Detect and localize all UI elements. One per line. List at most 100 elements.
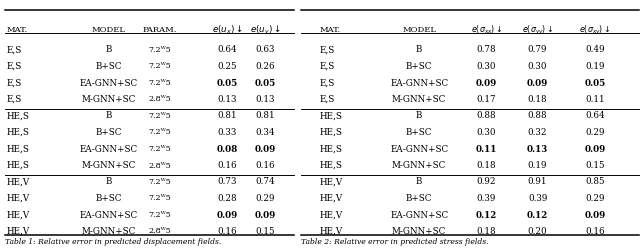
Text: 0.33: 0.33 <box>218 128 237 137</box>
Text: 0.30: 0.30 <box>528 62 547 71</box>
Text: 0.64: 0.64 <box>586 112 605 120</box>
Text: 0.73: 0.73 <box>218 178 237 186</box>
Text: EA-GNN+SC: EA-GNN+SC <box>390 78 449 88</box>
Text: 7.2ᵂ5: 7.2ᵂ5 <box>148 79 172 87</box>
Text: 0.09: 0.09 <box>255 144 276 154</box>
Text: 0.08: 0.08 <box>216 144 238 154</box>
Text: 2.8ᵂ5: 2.8ᵂ5 <box>148 228 172 235</box>
Text: B: B <box>106 178 112 186</box>
Text: HE,S: HE,S <box>6 112 29 120</box>
Text: HE,S: HE,S <box>320 144 343 154</box>
Text: HE,S: HE,S <box>320 161 343 170</box>
Text: PARAM.: PARAM. <box>143 26 177 34</box>
Text: E,S: E,S <box>320 95 335 104</box>
Text: 0.85: 0.85 <box>586 178 605 186</box>
Text: 0.32: 0.32 <box>528 128 547 137</box>
Text: 0.26: 0.26 <box>256 62 275 71</box>
Text: 0.13: 0.13 <box>218 95 237 104</box>
Text: E,S: E,S <box>6 95 22 104</box>
Text: EA-GNN+SC: EA-GNN+SC <box>390 210 449 220</box>
Text: 0.88: 0.88 <box>528 112 547 120</box>
Text: 0.30: 0.30 <box>477 62 496 71</box>
Text: 0.39: 0.39 <box>528 194 547 203</box>
Text: 7.2ᵂ5: 7.2ᵂ5 <box>148 128 172 136</box>
Text: 0.19: 0.19 <box>528 161 547 170</box>
Text: 7.2ᵂ5: 7.2ᵂ5 <box>148 46 172 54</box>
Text: 0.12: 0.12 <box>527 210 548 220</box>
Text: 0.13: 0.13 <box>527 144 548 154</box>
Text: 0.29: 0.29 <box>586 194 605 203</box>
Text: 0.92: 0.92 <box>477 178 496 186</box>
Text: 0.63: 0.63 <box>256 46 275 54</box>
Text: B+SC: B+SC <box>95 194 122 203</box>
Text: 0.29: 0.29 <box>586 128 605 137</box>
Text: 0.09: 0.09 <box>216 210 238 220</box>
Text: 0.39: 0.39 <box>477 194 496 203</box>
Text: B: B <box>106 112 112 120</box>
Text: 0.49: 0.49 <box>586 46 605 54</box>
Text: 7.2ᵂ5: 7.2ᵂ5 <box>148 62 172 70</box>
Text: MAT.: MAT. <box>320 26 341 34</box>
Text: $e(u_y)$$\downarrow$: $e(u_y)$$\downarrow$ <box>250 24 281 36</box>
Text: HE,V: HE,V <box>6 227 29 236</box>
Text: B+SC: B+SC <box>406 128 433 137</box>
Text: $e(\sigma_{yy})$$\downarrow$: $e(\sigma_{yy})$$\downarrow$ <box>522 24 554 36</box>
Text: E,S: E,S <box>6 78 22 88</box>
Text: HE,S: HE,S <box>320 128 343 137</box>
Text: 0.16: 0.16 <box>218 161 237 170</box>
Text: 0.30: 0.30 <box>477 128 496 137</box>
Text: M-GNN+SC: M-GNN+SC <box>82 227 136 236</box>
Text: M-GNN+SC: M-GNN+SC <box>392 227 446 236</box>
Text: MODEL: MODEL <box>402 26 436 34</box>
Text: MODEL: MODEL <box>92 26 126 34</box>
Text: 0.11: 0.11 <box>586 95 605 104</box>
Text: 0.79: 0.79 <box>528 46 547 54</box>
Text: 0.88: 0.88 <box>477 112 496 120</box>
Text: HE,V: HE,V <box>320 194 343 203</box>
Text: 0.64: 0.64 <box>218 46 237 54</box>
Text: 0.09: 0.09 <box>527 78 548 88</box>
Text: 0.09: 0.09 <box>476 78 497 88</box>
Text: 7.2ᵂ5: 7.2ᵂ5 <box>148 112 172 120</box>
Text: EA-GNN+SC: EA-GNN+SC <box>390 144 449 154</box>
Text: 0.19: 0.19 <box>586 62 605 71</box>
Text: 0.29: 0.29 <box>256 194 275 203</box>
Text: 0.17: 0.17 <box>477 95 496 104</box>
Text: 0.18: 0.18 <box>477 227 496 236</box>
Text: E,S: E,S <box>320 46 335 54</box>
Text: 0.20: 0.20 <box>528 227 547 236</box>
Text: 0.05: 0.05 <box>255 78 276 88</box>
Text: B: B <box>416 46 422 54</box>
Text: 0.78: 0.78 <box>477 46 496 54</box>
Text: 2.8ᵂ5: 2.8ᵂ5 <box>148 96 172 104</box>
Text: 0.25: 0.25 <box>218 62 237 71</box>
Text: 0.81: 0.81 <box>218 112 237 120</box>
Text: E,S: E,S <box>320 78 335 88</box>
Text: 7.2ᵂ5: 7.2ᵂ5 <box>148 194 172 202</box>
Text: 7.2ᵂ5: 7.2ᵂ5 <box>148 178 172 186</box>
Text: 0.16: 0.16 <box>218 227 237 236</box>
Text: M-GNN+SC: M-GNN+SC <box>392 95 446 104</box>
Text: HE,V: HE,V <box>6 210 29 220</box>
Text: HE,V: HE,V <box>6 178 29 186</box>
Text: EA-GNN+SC: EA-GNN+SC <box>79 210 138 220</box>
Text: M-GNN+SC: M-GNN+SC <box>82 161 136 170</box>
Text: 0.09: 0.09 <box>255 210 276 220</box>
Text: 0.34: 0.34 <box>256 128 275 137</box>
Text: HE,V: HE,V <box>320 227 343 236</box>
Text: 0.16: 0.16 <box>256 161 275 170</box>
Text: Table 2: Relative error in predicted stress fields.: Table 2: Relative error in predicted str… <box>301 238 488 246</box>
Text: HE,V: HE,V <box>6 194 29 203</box>
Text: 0.16: 0.16 <box>586 227 605 236</box>
Text: MAT.: MAT. <box>6 26 28 34</box>
Text: HE,S: HE,S <box>6 144 29 154</box>
Text: $e(\sigma_{xy})$$\downarrow$: $e(\sigma_{xy})$$\downarrow$ <box>579 24 611 36</box>
Text: 0.81: 0.81 <box>256 112 275 120</box>
Text: HE,S: HE,S <box>320 112 343 120</box>
Text: B+SC: B+SC <box>95 128 122 137</box>
Text: B+SC: B+SC <box>95 62 122 71</box>
Text: E,S: E,S <box>6 46 22 54</box>
Text: EA-GNN+SC: EA-GNN+SC <box>79 144 138 154</box>
Text: 0.18: 0.18 <box>477 161 496 170</box>
Text: HE,V: HE,V <box>320 178 343 186</box>
